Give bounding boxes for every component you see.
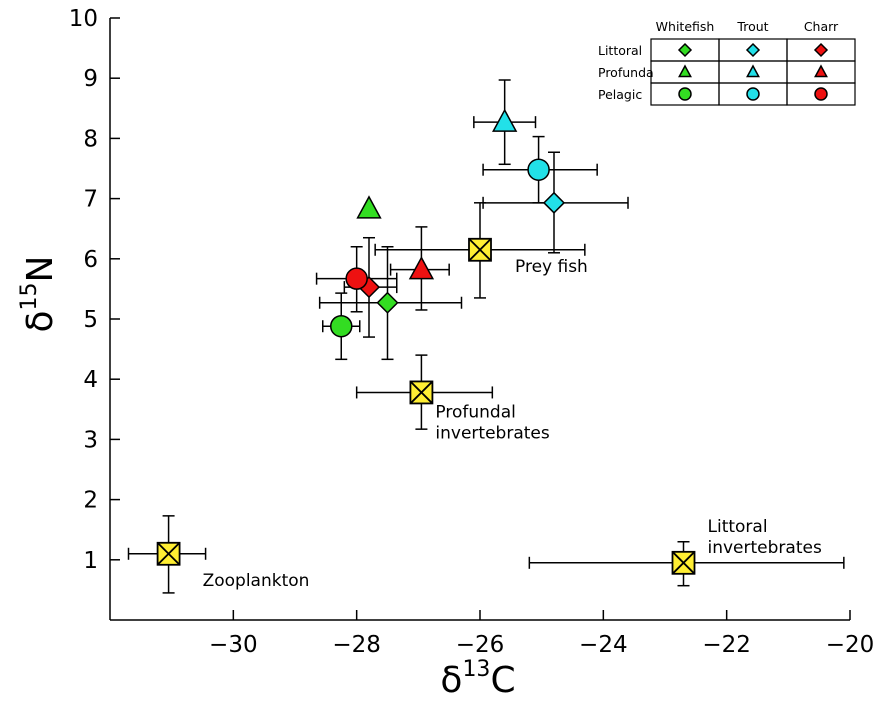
fish-marker-whitefish-littoral (376, 291, 399, 314)
prey-label: Prey fish (515, 257, 588, 277)
prey-marker-cross (409, 380, 434, 405)
fish-marker-group (492, 108, 518, 132)
y-tick-label: 6 (83, 247, 98, 273)
y-tick-label: 7 (83, 187, 98, 213)
legend-marker-whitefish-pelagic (678, 87, 692, 101)
y-tick-label: 9 (83, 66, 98, 92)
legend-column-header: Whitefish (656, 19, 715, 34)
legend-marker-charr-profunda (814, 64, 828, 78)
legend-row-label: Pelagic (598, 87, 642, 102)
legend-marker-whitefish-littoral (677, 42, 693, 58)
y-tick-label: 8 (83, 126, 98, 152)
fish-marker-whitefish-profunda (356, 195, 382, 219)
axes: 1 2 3 4 5 6 7 8 9 10 −30 −28 −26 −24 −22 −20 δ13C δ15N (17, 6, 874, 701)
y-tick-label: 2 (83, 488, 98, 514)
prey-point: Prey fish (374, 202, 588, 299)
prey-marker-cross (468, 238, 492, 262)
x-tick-label: −20 (826, 632, 874, 658)
y-tick-label: 3 (83, 427, 98, 453)
legend-marker-charr-pelagic (814, 87, 828, 101)
fish-marker-group (408, 256, 435, 280)
y-tick-label: 4 (83, 367, 98, 393)
prey-point: Profundal invertebrates (355, 354, 550, 443)
fish-marker-trout-pelagic (527, 158, 550, 181)
prey-marker-cross (671, 551, 696, 575)
legend: Whitefish Trout Charr Littoral Profunda Pelag… (598, 19, 856, 106)
fish-marker-group (345, 267, 368, 290)
legend-marker-whitefish-profunda (678, 64, 692, 78)
legend-row-label: Profunda (598, 65, 654, 80)
fish-marker-trout-littoral (542, 191, 566, 214)
legend-column-header: Trout (736, 19, 768, 34)
legend-column-header: Charr (804, 19, 839, 34)
legend-marker-trout-profunda (746, 64, 760, 78)
y-tick-label: 5 (83, 307, 98, 333)
legend-marker-charr-littoral (813, 42, 829, 58)
fish-marker-group (376, 291, 399, 314)
fish-marker-charr-pelagic (345, 267, 368, 290)
prey-point: Littoral invertebrates (528, 517, 845, 587)
fish-marker-group (542, 191, 566, 214)
prey-label: Littoral invertebrates (708, 517, 822, 558)
fish-marker-charr-profunda (408, 256, 435, 280)
fish-marker-whitefish-pelagic (330, 314, 353, 338)
x-tick-label: −26 (456, 632, 505, 658)
prey-point: Zooplankton (127, 515, 310, 594)
x-tick-label: −28 (332, 632, 381, 658)
prey-label: Profundal invertebrates (435, 402, 549, 443)
x-tick-label: −30 (209, 632, 258, 658)
y-tick-label: 10 (69, 6, 98, 32)
fish-marker-group (527, 158, 550, 181)
x-tick-label: −24 (579, 632, 628, 658)
prey-label: Zooplankton (203, 571, 310, 591)
legend-row-label: Littoral (598, 43, 642, 58)
legend-cell (786, 82, 856, 106)
fish-marker-group (356, 195, 382, 219)
x-tick-label: −22 (702, 632, 751, 658)
legend-marker-trout-littoral (745, 42, 761, 58)
prey-marker-cross (156, 542, 181, 566)
chart-marks: Prey fish Profundal invertebrates Zooplankt… (127, 79, 845, 594)
x-axis-label: δ13C (440, 657, 515, 701)
fish-marker-trout-profunda (492, 108, 518, 132)
y-axis-label: δ15N (17, 256, 61, 333)
y-tick-label: 1 (83, 548, 98, 574)
fish-marker-group (330, 314, 353, 338)
legend-marker-trout-pelagic (746, 87, 760, 101)
